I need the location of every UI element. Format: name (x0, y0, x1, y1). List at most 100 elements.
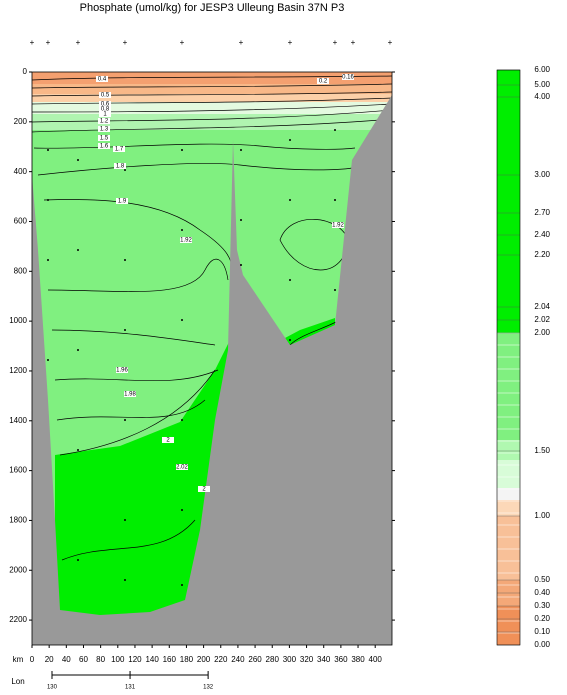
contour-label: 1.92 (332, 223, 344, 229)
lon-tick-label: 131 (125, 685, 136, 691)
x-tick-label: 340 (317, 655, 331, 664)
contour-label: 1.92 (180, 238, 192, 244)
colorbar-label: 2.02 (534, 315, 550, 324)
x-tick-label: 400 (369, 655, 383, 664)
x-tick-label: 360 (334, 655, 348, 664)
contour-label-bg (99, 111, 111, 117)
station: + (76, 38, 81, 47)
contour-label-bg (99, 106, 111, 112)
colorbar-segment (497, 516, 520, 580)
contour-label-bg (198, 486, 210, 492)
x-tick-label: 140 (145, 655, 159, 664)
y-tick-label: 2200 (9, 615, 27, 624)
contour-label-bg (98, 143, 110, 149)
y-tick-label: 800 (14, 266, 28, 275)
band (32, 94, 392, 102)
contour-label-bg (99, 92, 111, 98)
contour-label-bg (124, 391, 136, 397)
colorbar-label: 4.00 (534, 92, 550, 101)
colorbar-frame (496, 69, 521, 646)
x-tick-label: 320 (300, 655, 314, 664)
colorbar-label: 5.00 (534, 80, 550, 89)
colorbar-label: 1.50 (534, 446, 550, 455)
x-tick-label: 180 (180, 655, 194, 664)
colorbar-label: 6.00 (534, 65, 550, 74)
contour-label-bg (98, 126, 110, 132)
colorbar-label: 2.70 (534, 208, 550, 217)
contour-label: 1.8 (116, 164, 125, 170)
x-tick-label: 40 (62, 655, 71, 664)
colorbar-label: 2.04 (534, 302, 550, 311)
colorbar-segment (497, 606, 520, 645)
lon-tick-label: 132 (203, 685, 214, 691)
contour-label: 0.4 (98, 77, 107, 83)
colorbar-label: 0.10 (534, 627, 550, 636)
contour-label: 1.2 (100, 119, 109, 125)
colorbar-segment (497, 460, 520, 488)
contour-label-bg (116, 198, 128, 204)
station: + (46, 38, 51, 47)
x-tick-label: 220 (214, 655, 228, 664)
contour-label: 1.6 (100, 144, 109, 150)
contour-label: 1.3 (100, 127, 109, 133)
y-tick-label: 1400 (9, 416, 27, 425)
colorbar-label: 0.50 (534, 575, 550, 584)
colorbar-label: 2.20 (534, 250, 550, 259)
y-tick-label: 600 (14, 217, 28, 226)
colorbar-label: 1.00 (534, 511, 550, 520)
contour-label-bg (99, 101, 111, 107)
lon-axis-label: Lon (11, 677, 24, 686)
contour-label: 0.2 (319, 79, 328, 85)
colorbar-label: 0.30 (534, 601, 550, 610)
contour-label-bg (116, 367, 128, 373)
contour-label-bg (342, 74, 354, 80)
station: + (180, 38, 185, 47)
y-tick-label: 400 (14, 167, 28, 176)
colorbar-segment (497, 440, 520, 460)
x-tick-label: 300 (283, 655, 297, 664)
contour-label: 1 (103, 112, 107, 118)
colorbar-segment (497, 70, 520, 333)
band (32, 102, 392, 114)
band (32, 84, 392, 94)
x-tick-label: 0 (30, 655, 35, 664)
station: + (288, 38, 293, 47)
x-tick-label: 60 (79, 655, 88, 664)
high-region (55, 340, 230, 645)
y-tick-label: 1800 (9, 516, 27, 525)
bathymetry (32, 95, 392, 645)
contour-label-bg (180, 237, 192, 243)
station: + (333, 38, 338, 47)
x-tick-label: 260 (248, 655, 262, 664)
x-tick-label: 380 (351, 655, 365, 664)
contour-label-bg (332, 222, 344, 228)
x-axis-label: km (13, 655, 24, 664)
x-tick-label: 120 (128, 655, 142, 664)
colorbar-label: 3.00 (534, 170, 550, 179)
contour-label: 1.96 (116, 368, 128, 374)
contour-label: 1.9 (118, 199, 127, 205)
station: + (30, 38, 35, 47)
colorbar-label: 0.40 (534, 588, 550, 597)
band (32, 114, 392, 130)
samples (47, 129, 336, 586)
contour-label-bg (114, 163, 126, 169)
colorbar-segment (497, 500, 520, 516)
contour-label-bg (98, 135, 110, 141)
band (32, 72, 392, 84)
colorbar-segment (497, 333, 520, 440)
y-tick-label: 200 (14, 117, 28, 126)
colorbar-label: 0.20 (534, 614, 550, 623)
colorbar: 6.00 5.00 4.00 3.00 2.70 2.40 2.20 2.04 2.02 2.00… (496, 65, 551, 649)
colorbar-segment (497, 488, 520, 500)
x-tick-label: 240 (231, 655, 245, 664)
contour-label: 2 (166, 438, 170, 444)
contour-label-bg (317, 78, 329, 84)
x-tick-label: 160 (163, 655, 177, 664)
y-tick-label: 1200 (9, 366, 27, 375)
station: + (388, 38, 393, 47)
station: + (123, 38, 128, 47)
contour-label-bg (113, 146, 125, 152)
y-tick-label: 1600 (9, 466, 27, 475)
